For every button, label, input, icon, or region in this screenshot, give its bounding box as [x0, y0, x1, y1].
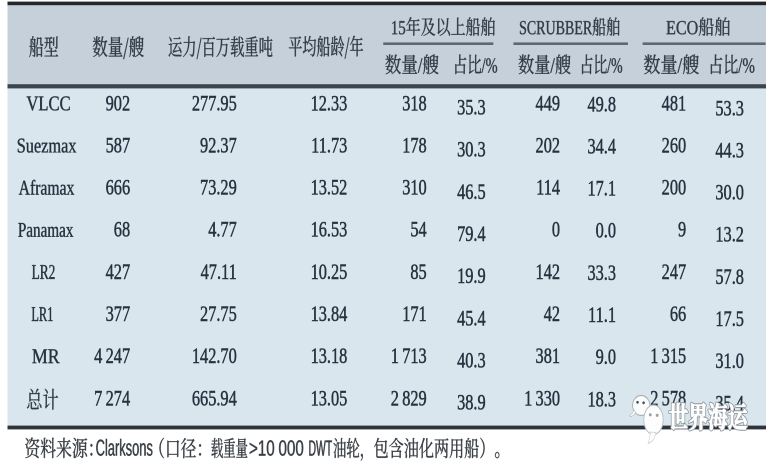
svg-text:79.4: 79.4 — [457, 223, 486, 247]
svg-text:666: 666 — [106, 176, 131, 200]
svg-text:1 713: 1 713 — [391, 345, 427, 369]
svg-text:13.52: 13.52 — [311, 176, 348, 200]
svg-text:114: 114 — [536, 176, 560, 200]
svg-text:7 274: 7 274 — [94, 387, 130, 411]
svg-text:381: 381 — [536, 345, 560, 369]
svg-text:12.33: 12.33 — [311, 92, 348, 116]
svg-text:902: 902 — [106, 92, 130, 116]
svg-text:1 330: 1 330 — [524, 387, 560, 411]
svg-text:665.94: 665.94 — [192, 387, 237, 411]
svg-text:11.73: 11.73 — [311, 134, 347, 158]
svg-text:38.9: 38.9 — [457, 391, 486, 415]
svg-text:57.8: 57.8 — [715, 266, 744, 290]
svg-text:19.9: 19.9 — [457, 265, 486, 289]
svg-text:49.8: 49.8 — [587, 93, 616, 117]
svg-text:35.3: 35.3 — [457, 96, 486, 120]
svg-text:17.5: 17.5 — [715, 308, 744, 332]
svg-text:13.2: 13.2 — [715, 224, 744, 248]
svg-text:68: 68 — [114, 219, 130, 243]
svg-text:427: 427 — [106, 261, 131, 285]
svg-text:310: 310 — [402, 176, 426, 200]
svg-text:449: 449 — [536, 92, 560, 116]
svg-text:0: 0 — [552, 219, 560, 243]
svg-text:66: 66 — [670, 303, 687, 327]
svg-text:9.0: 9.0 — [596, 346, 616, 370]
svg-text:31.0: 31.0 — [715, 350, 744, 374]
svg-text:54: 54 — [410, 219, 427, 243]
svg-text:200: 200 — [662, 176, 686, 200]
svg-text:277.95: 277.95 — [192, 92, 237, 116]
svg-text:4 247: 4 247 — [94, 345, 130, 369]
svg-text:318: 318 — [402, 92, 426, 116]
svg-text:13.84: 13.84 — [311, 303, 348, 327]
svg-text:13.05: 13.05 — [311, 387, 348, 411]
svg-text:40.3: 40.3 — [457, 349, 486, 373]
svg-text:9: 9 — [678, 219, 686, 243]
svg-text:33.3: 33.3 — [587, 262, 616, 286]
svg-text:30.0: 30.0 — [715, 181, 744, 205]
svg-text:202: 202 — [536, 134, 560, 158]
svg-text:377: 377 — [106, 303, 131, 327]
svg-text:13.18: 13.18 — [311, 345, 348, 369]
svg-text:44.3: 44.3 — [715, 139, 744, 163]
svg-text:247: 247 — [662, 261, 687, 285]
svg-text:0.0: 0.0 — [596, 220, 616, 244]
svg-text:53.3: 53.3 — [715, 97, 744, 121]
svg-text:45.4: 45.4 — [457, 307, 486, 331]
svg-text:17.1: 17.1 — [587, 177, 616, 201]
svg-text:85: 85 — [410, 261, 426, 285]
svg-text:18.3: 18.3 — [587, 388, 616, 412]
svg-text:4.77: 4.77 — [208, 219, 237, 243]
svg-text:34.4: 34.4 — [587, 135, 616, 159]
svg-text:142.70: 142.70 — [192, 345, 237, 369]
svg-text:2 829: 2 829 — [391, 387, 427, 411]
svg-text:73.29: 73.29 — [200, 176, 237, 200]
svg-text:47.11: 47.11 — [201, 261, 237, 285]
svg-text:16.53: 16.53 — [311, 219, 348, 243]
svg-text:92.37: 92.37 — [200, 134, 237, 158]
svg-text:481: 481 — [662, 92, 686, 116]
svg-text:1 315: 1 315 — [650, 345, 686, 369]
svg-text:260: 260 — [662, 134, 686, 158]
svg-text:42: 42 — [544, 303, 560, 327]
svg-text:587: 587 — [106, 134, 131, 158]
svg-text:178: 178 — [402, 134, 426, 158]
svg-text:11.1: 11.1 — [588, 304, 616, 328]
svg-text:142: 142 — [536, 261, 560, 285]
svg-text:10.25: 10.25 — [311, 261, 348, 285]
svg-text:46.5: 46.5 — [457, 181, 486, 205]
svg-text:171: 171 — [402, 303, 426, 327]
svg-text:30.3: 30.3 — [457, 139, 486, 163]
svg-text:27.75: 27.75 — [200, 303, 237, 327]
